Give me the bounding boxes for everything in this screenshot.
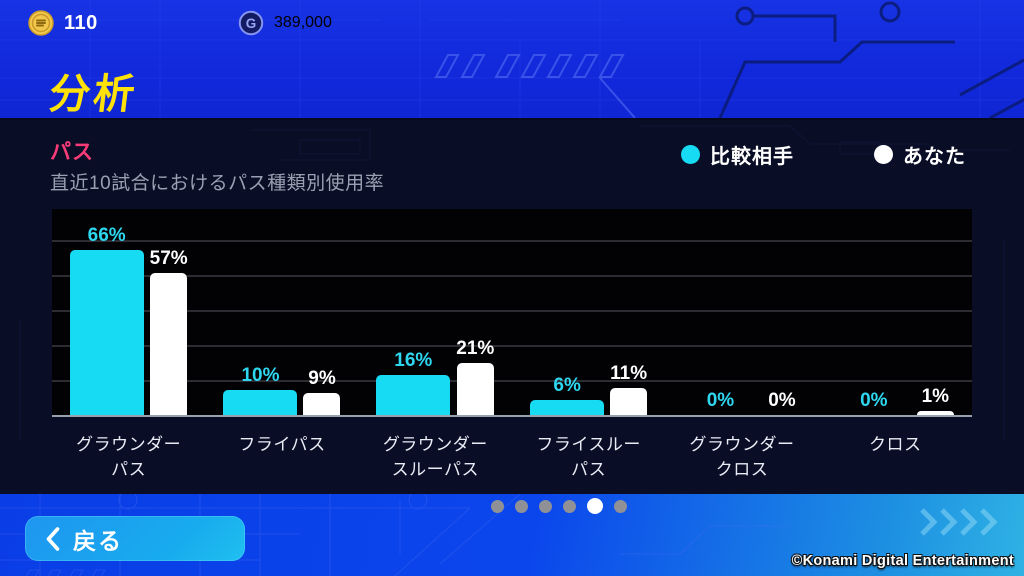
category-label: フライパス [238, 435, 326, 454]
category-label: クロス [869, 435, 922, 454]
bar-比較相手 [530, 400, 605, 415]
category-label: グラウンダークロス [689, 435, 795, 479]
bar-value-label: 6% [553, 375, 581, 396]
bar-value-label: 66% [87, 225, 126, 246]
bar-column: 1% [916, 386, 954, 415]
bottom-bar: 戻る ©Konami Digital Entertainment [0, 494, 1024, 576]
bar-value-label: 0% [768, 390, 796, 411]
gp-balance: G 389,000 [238, 10, 332, 36]
chart-subtitle: 直近10試合におけるパス種類別使用率 [50, 173, 385, 194]
bar-group: 6% 11% [512, 209, 665, 415]
bar-value-label: 57% [149, 247, 188, 269]
bar-group: 66% 57% [52, 209, 205, 415]
top-header-band: 110 G 389,000 分析 [0, 0, 1024, 118]
analysis-panel: パス 直近10試合におけるパス種類別使用率 比較相手 あなた 66% 57% 10%… [0, 118, 1024, 494]
bar-比較相手 [69, 250, 144, 415]
chart-plot: 66% 57% 10% 9% 16% 21% 6% 11% 0% 0% 0% 1% [52, 209, 972, 417]
bar-column: 0% [763, 390, 800, 415]
chart-category-labels: グラウンダーパス フライパス グラウンダースルーパス フライスルーパス グラウンダークロ… [52, 433, 972, 482]
bar-column: 21% [456, 337, 495, 415]
bar-value-label: 1% [921, 386, 950, 407]
legend-item-you: あなた [874, 140, 966, 169]
bar-value-label: 10% [241, 365, 280, 386]
bar-value-label: 16% [394, 350, 433, 371]
bar-column: 16% [376, 350, 451, 415]
bar-column: 57% [149, 247, 188, 415]
bar-あなた [610, 387, 648, 415]
page-title: 分析 [46, 71, 141, 117]
bar-column: 0% [683, 390, 757, 415]
pagination-dot[interactable] [515, 499, 528, 513]
bar-column: 9% [303, 367, 341, 415]
bar-value-label: 0% [860, 390, 888, 411]
copyright-text: ©Konami Digital Entertainment [791, 553, 1014, 569]
pagination-dot[interactable] [563, 499, 576, 513]
bar-column: 66% [69, 225, 144, 415]
category-label: フライスルーパス [536, 435, 641, 479]
back-button-label: 戻る [73, 527, 123, 554]
legend-label-opponent: 比較相手 [710, 146, 794, 168]
chevron-left-icon [46, 526, 60, 551]
bar-比較相手 [223, 390, 298, 415]
bar-あなた [916, 411, 954, 415]
bar-column: 11% [610, 362, 648, 415]
bar-group: 16% 21% [359, 209, 512, 415]
back-button[interactable]: 戻る [25, 516, 245, 561]
svg-text:G: G [246, 16, 257, 31]
chart-legend: 比較相手 あなた [681, 140, 966, 169]
gp-icon: G [238, 10, 264, 36]
bar-value-label: 9% [308, 367, 336, 389]
category-label: グラウンダーパス [76, 435, 182, 479]
legend-item-opponent: 比較相手 [681, 140, 794, 169]
category-label: グラウンダースルーパス [382, 435, 488, 479]
pagination-dots [491, 498, 627, 514]
bar-value-label: 0% [706, 390, 735, 411]
bar-column: 0% [837, 390, 911, 415]
section-title-pass: パス [50, 141, 94, 164]
pagination-dot-active[interactable] [587, 498, 603, 514]
bar-group: 0% 1% [819, 209, 972, 415]
bar-比較相手 [376, 375, 451, 415]
bar-あなた [150, 272, 188, 415]
coin-amount: 110 [64, 11, 98, 34]
circuit-pattern-decoration [0, 0, 1024, 118]
bar-group: 0% 0% [665, 209, 818, 415]
legend-dot-white [874, 145, 893, 164]
bar-あなた [303, 392, 341, 415]
bar-group: 10% 9% [205, 209, 358, 415]
bar-column: 6% [530, 375, 605, 415]
pagination-dot[interactable] [491, 499, 504, 513]
legend-dot-cyan [681, 145, 700, 164]
coin-balance: 110 [28, 10, 98, 36]
bar-value-label: 11% [610, 362, 648, 384]
gp-amount: 389,000 [274, 14, 332, 31]
pagination-dot[interactable] [539, 499, 552, 513]
bar-column: 10% [223, 365, 298, 415]
pagination-dot[interactable] [614, 499, 627, 513]
coin-icon [28, 10, 54, 36]
bar-あなた [456, 362, 494, 415]
bar-value-label: 21% [456, 337, 495, 359]
legend-label-you: あなた [903, 146, 966, 168]
